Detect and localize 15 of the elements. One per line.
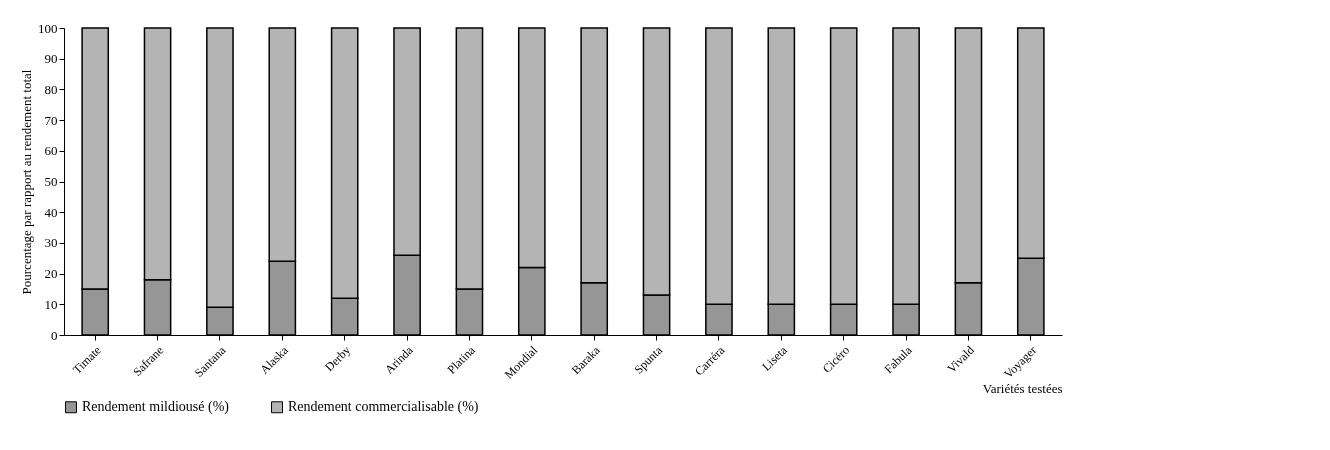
y-tick-label: 100 xyxy=(38,20,58,36)
y-tick-label: 30 xyxy=(44,235,58,251)
y-tick-label: 80 xyxy=(44,81,58,97)
y-tick-label: 60 xyxy=(44,143,58,159)
y-tick-label: 40 xyxy=(44,204,58,220)
y-tick-label: 20 xyxy=(44,266,58,282)
y-tick-label: 50 xyxy=(44,174,58,189)
y-tick-label: 70 xyxy=(44,112,58,128)
y-axis-title: Pourcentage par rapport au rendement total xyxy=(19,69,34,295)
y-tick-label: 10 xyxy=(44,296,58,312)
x-axis-title: Variétés testées xyxy=(982,381,1063,397)
y-tick-label: 0 xyxy=(51,327,58,343)
legend-label: Rendement mildiousé (%) xyxy=(82,399,230,416)
y-tick-label: 90 xyxy=(44,51,58,67)
legend-label: Rendement commercialisable (%) xyxy=(288,399,479,416)
